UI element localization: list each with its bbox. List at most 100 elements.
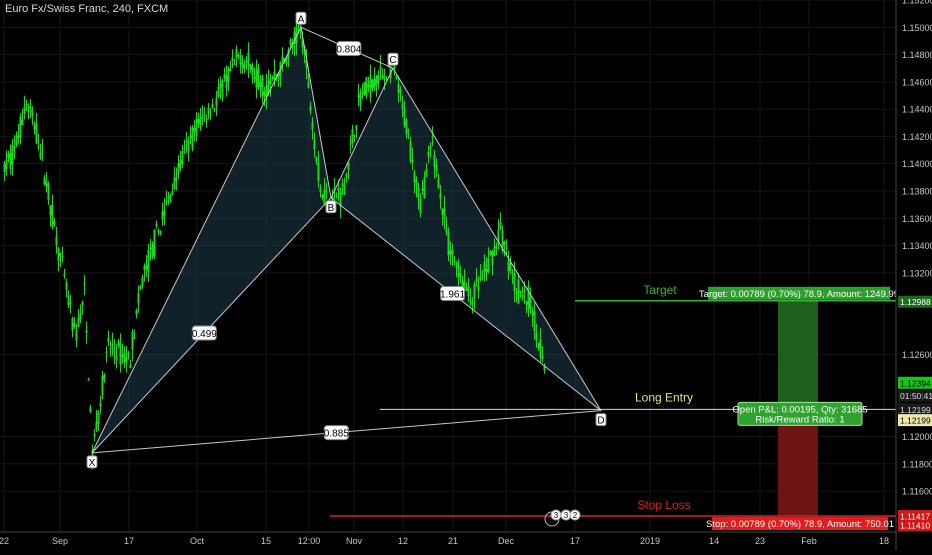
candle-body (347, 162, 350, 170)
candle-body (383, 76, 386, 80)
candle-body (221, 79, 224, 98)
candle-body (401, 103, 404, 109)
ratio-label: 1.961 (440, 290, 465, 301)
candle-body (171, 191, 174, 195)
candle-body (263, 91, 266, 97)
candle-body (125, 356, 128, 363)
candle-body (19, 116, 22, 138)
loss-zone (778, 409, 818, 517)
risk-reward-text: Risk/Reward Ratio: 1 (755, 414, 844, 425)
candle-body (541, 355, 544, 359)
candle-body (373, 78, 376, 91)
time-tick-label: 17 (124, 536, 134, 546)
price-axis-tag: 1.12988 (900, 297, 931, 307)
candle-body (389, 61, 392, 79)
candle-body (467, 286, 470, 297)
candle-body (499, 222, 502, 229)
candle-body (51, 205, 54, 228)
candle-body (319, 187, 322, 193)
candle-body (441, 208, 444, 215)
candle-body (411, 159, 414, 163)
candle-body (357, 95, 360, 98)
candle-body (53, 221, 56, 225)
candle-body (23, 107, 26, 114)
event-marker-label: 2 (573, 511, 578, 520)
candle-body (57, 248, 60, 261)
time-tick-label: 22 (0, 536, 9, 546)
price-axis-tag-bg (898, 414, 932, 427)
candle-body (95, 421, 98, 431)
candle-body (463, 280, 466, 291)
candle-body (233, 63, 236, 65)
candle-body (87, 378, 90, 381)
candle-body (115, 354, 118, 360)
pattern-point-c-label: C (389, 55, 396, 66)
candle-body (527, 285, 530, 310)
candle-body (205, 118, 208, 121)
stop-info-box (712, 517, 888, 531)
candle-body (255, 69, 258, 88)
candle-body (361, 91, 364, 93)
candle-body (193, 127, 196, 132)
candle-body (181, 150, 184, 165)
time-tick-label: 12 (398, 536, 408, 546)
candle-body (225, 75, 228, 89)
candle-body (209, 114, 212, 116)
time-tick-label: 2019 (640, 536, 660, 546)
candle-body (111, 343, 114, 346)
candle-body (349, 143, 352, 145)
candle-body (63, 273, 66, 277)
candle-body (135, 310, 138, 315)
candle-body (157, 230, 160, 232)
candle-body (167, 197, 170, 199)
event-marker-label: 3 (554, 511, 559, 520)
time-tick-label: 23 (755, 536, 765, 546)
candle-body (253, 76, 256, 80)
candle-body (155, 223, 158, 227)
candle-body (315, 157, 318, 162)
candle-body (197, 119, 200, 124)
pattern-line-bc (330, 67, 394, 199)
candle-body (117, 341, 120, 346)
candle-body (421, 188, 424, 191)
candle-body (165, 200, 168, 204)
price-tick-label: 1.12000 (902, 432, 932, 442)
candle-body (475, 278, 478, 282)
candle-body (5, 159, 8, 170)
stop-axis-tag-bg (898, 510, 932, 523)
candle-body (325, 191, 328, 193)
pattern-line-xb (91, 197, 332, 454)
candle-body (297, 29, 300, 32)
candle-body (17, 135, 20, 138)
candle-body (35, 122, 38, 144)
candle-body (293, 31, 296, 44)
candle-body (461, 282, 464, 288)
candle-body (363, 82, 366, 96)
candle-body (403, 109, 406, 126)
candle-body (471, 302, 474, 305)
stop-axis-tag: 1.11417 (900, 512, 930, 522)
candle-body (189, 135, 192, 139)
time-tick-label: 14 (709, 536, 719, 546)
candle-body (9, 152, 12, 169)
pnl-box (737, 401, 863, 426)
candle-body (415, 179, 418, 186)
price-axis-bg (896, 0, 932, 550)
price-tick-label: 1.15000 (902, 23, 932, 33)
candle-body (137, 292, 140, 304)
price-tick-label: 1.11800 (902, 459, 932, 469)
candle-body (493, 246, 496, 256)
candle-body (309, 106, 312, 111)
candle-body (313, 139, 316, 150)
candle-body (73, 322, 76, 327)
candle-body (55, 236, 58, 245)
candle-body (83, 283, 86, 285)
candle-body (433, 155, 436, 168)
candle-body (39, 151, 42, 159)
candle-body (243, 63, 246, 68)
candle-body (503, 241, 506, 246)
candle-body (91, 449, 94, 458)
candle-body (483, 261, 486, 272)
